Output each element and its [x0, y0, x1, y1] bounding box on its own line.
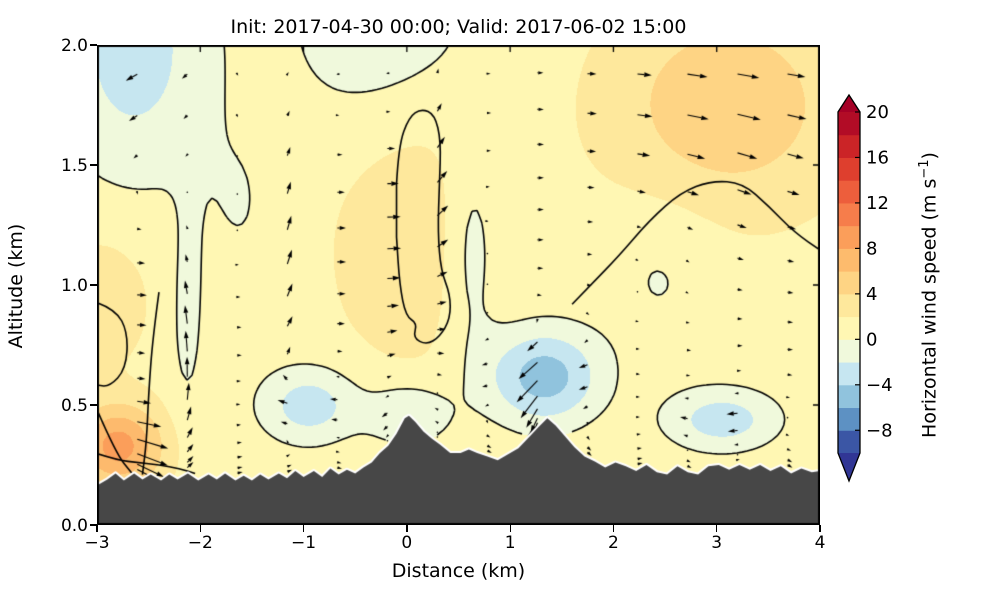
- x-tick-label: 2: [608, 533, 619, 553]
- colorbar-tick-label: 8: [866, 238, 877, 259]
- colorbar-segment: [838, 157, 860, 181]
- y-tick-mark: [90, 44, 97, 46]
- colorbar-extend-min: [838, 453, 860, 481]
- colorbar-segment: [838, 134, 860, 158]
- y-tick-label: 1.0: [60, 276, 88, 296]
- colorbar-tick-label: 20: [866, 102, 889, 123]
- colorbar-segment: [838, 362, 860, 386]
- x-tick-label: 3: [711, 533, 723, 553]
- colorbar-segment: [838, 248, 860, 272]
- y-tick-mark: [90, 404, 97, 406]
- y-tick-label: 0.0: [60, 516, 88, 536]
- colorbar-label-sup: −1: [917, 159, 932, 179]
- cross-section-plot: [97, 45, 820, 525]
- colorbar: 20 16 12 8 4 0 −4 −8: [837, 93, 893, 483]
- x-tick-label: 0: [401, 533, 413, 553]
- x-tick-label: 4: [814, 533, 826, 553]
- colorbar-segment: [838, 407, 860, 431]
- x-tick-label: 1: [504, 533, 516, 553]
- colorbar-segment: [838, 293, 860, 318]
- x-tick-label: −3: [84, 533, 110, 553]
- x-tick-label: −1: [291, 533, 317, 553]
- colorbar-segment: [838, 384, 860, 409]
- colorbar-tick-label: 16: [866, 147, 889, 168]
- colorbar-label-text: Horizontal wind speed (m s: [918, 178, 941, 438]
- colorbar-segment: [838, 430, 860, 454]
- colorbar-segment: [838, 339, 860, 363]
- colorbar-segment: [838, 180, 860, 204]
- colorbar-segment: [838, 225, 860, 249]
- colorbar-tick-label: −8: [866, 420, 893, 441]
- y-tick-label: 0.5: [60, 396, 88, 416]
- y-tick-mark: [90, 164, 97, 166]
- colorbar-extend-max: [838, 95, 860, 112]
- x-tick-mark: [819, 525, 821, 532]
- y-tick-mark: [90, 284, 97, 286]
- colorbar-segment: [838, 112, 860, 136]
- plot-title: Init: 2017-04-30 00:00; Valid: 2017-06-0…: [230, 16, 687, 38]
- x-tick-mark: [716, 525, 718, 532]
- x-tick-mark: [509, 525, 511, 532]
- x-tick-mark: [612, 525, 615, 532]
- x-tick-label: −2: [187, 533, 213, 553]
- colorbar-tick-label: 0: [866, 329, 877, 350]
- y-tick-label: 2.0: [60, 36, 88, 56]
- colorbar-segment: [838, 316, 860, 340]
- x-tick-mark: [96, 525, 98, 532]
- colorbar-label-close: ): [918, 152, 941, 160]
- x-tick-mark: [302, 525, 305, 532]
- colorbar-tick-label: 12: [866, 193, 889, 214]
- colorbar-tick-label: 4: [866, 284, 877, 305]
- colorbar-tick-label: −4: [866, 375, 893, 396]
- y-tick-label: 1.5: [60, 156, 88, 176]
- colorbar-segment: [838, 271, 860, 295]
- y-tick-mark: [90, 524, 97, 526]
- x-tick-mark: [199, 525, 201, 532]
- x-tick-mark: [406, 525, 408, 532]
- colorbar-segment: [838, 202, 860, 227]
- colorbar-label: Horizontal wind speed (m s−1): [917, 80, 943, 510]
- x-axis-label: Distance (km): [391, 560, 526, 582]
